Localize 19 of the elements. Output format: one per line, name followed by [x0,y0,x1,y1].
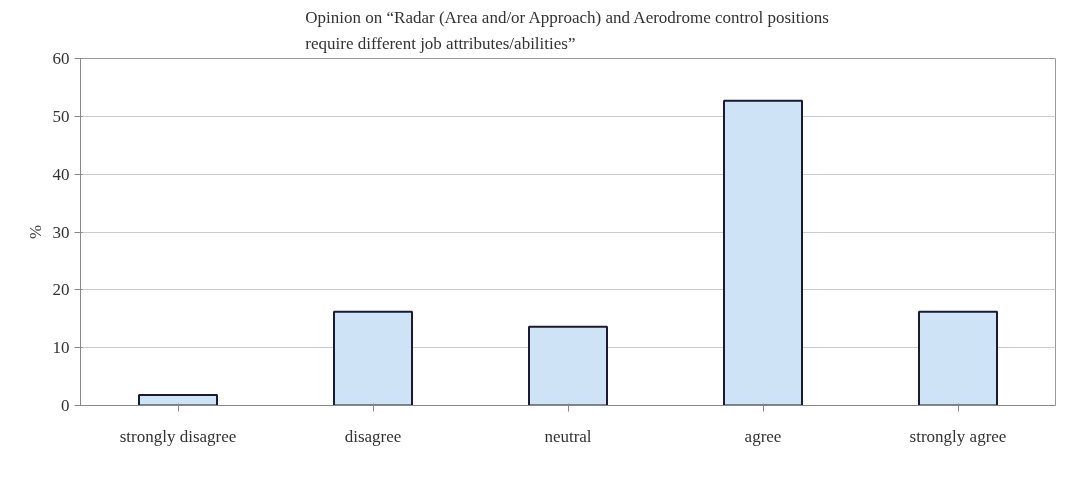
y-tick-label: 30 [52,222,70,242]
x-tick-label: neutral [544,426,592,446]
bar [918,310,998,406]
chart-title: Opinion on “Radar (Area and/or Approach) and Aerodrome control positions require different job attributes/abilities” [305,7,829,54]
bar [138,394,218,406]
bar [723,99,803,406]
y-axis-title: % [25,224,45,240]
y-tick-label: 20 [52,280,70,300]
y-tick-label: 40 [52,164,70,184]
bar [333,310,413,406]
y-tick-label: 60 [52,49,70,68]
x-tick-label: strongly disagree [119,426,237,446]
bar [528,325,608,406]
y-tick-label: 0 [61,396,70,415]
x-tick-label: disagree [344,426,402,446]
x-tick-label: strongly agree [909,426,1007,446]
y-tick-label: 10 [52,338,70,358]
y-tick-label: 50 [52,106,70,126]
x-tick-label: agree [744,426,782,446]
